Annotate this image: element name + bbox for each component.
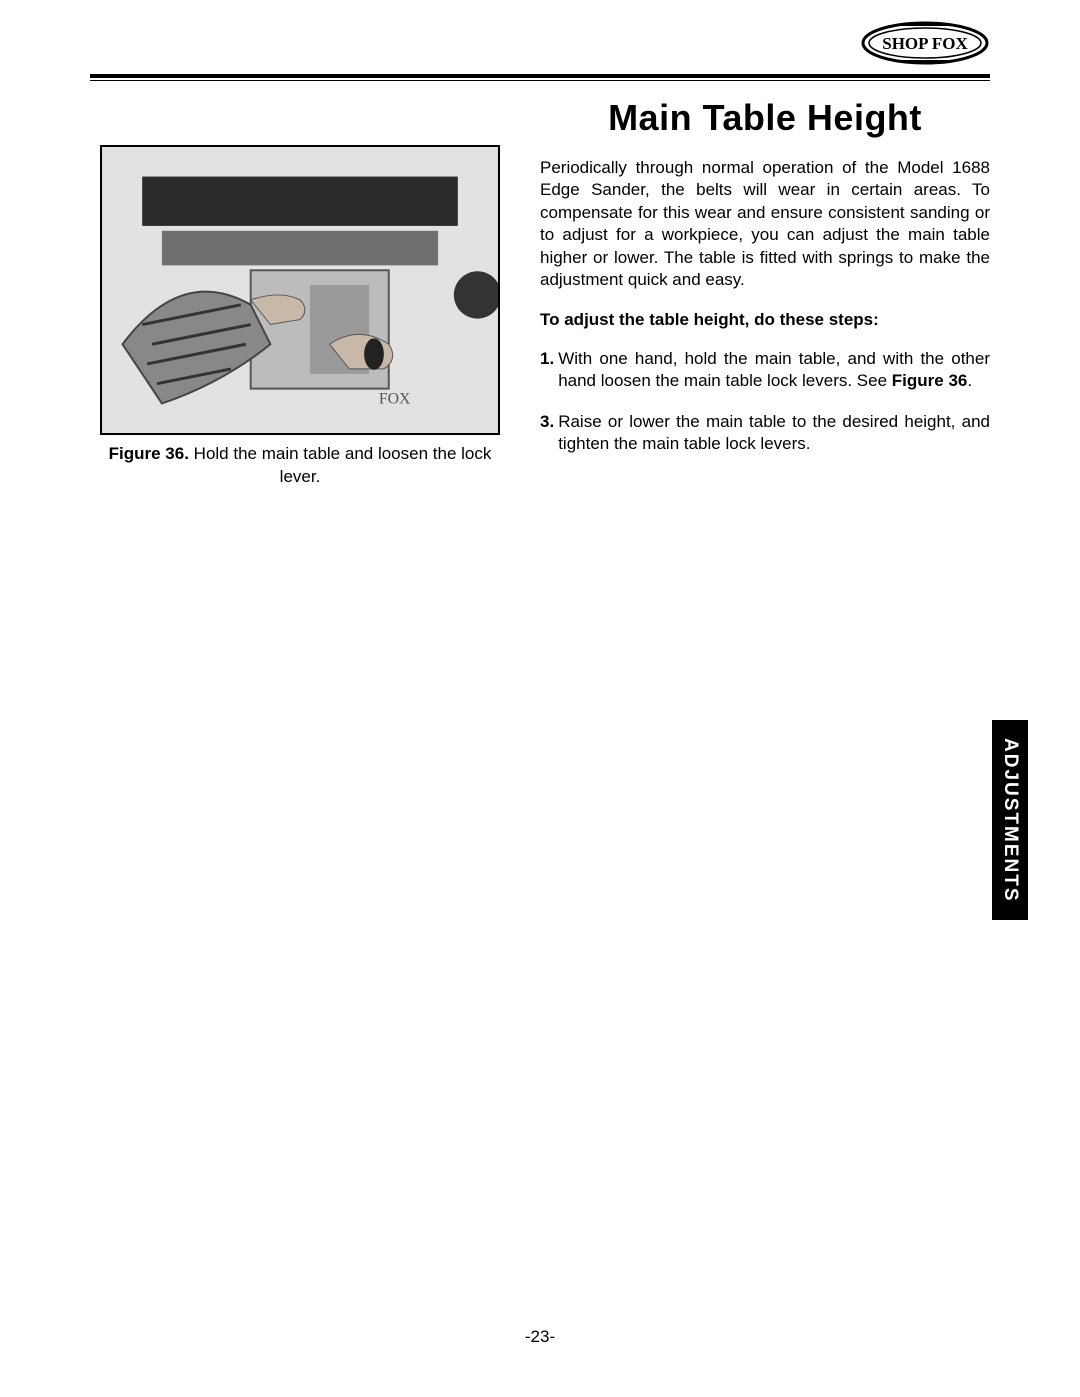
section-title: Main Table Height xyxy=(540,97,990,139)
svg-text:SHOP FOX: SHOP FOX xyxy=(882,34,968,53)
page-number: -23- xyxy=(0,1327,1080,1347)
step-3: 3. Raise or lower the main table to the … xyxy=(540,411,990,456)
step-1-text-b: . xyxy=(967,371,972,390)
step-3-number: 3. xyxy=(540,411,554,456)
header-rule-thick xyxy=(90,74,990,78)
step-3-text: Raise or lower the main table to the des… xyxy=(558,411,990,456)
step-1-number: 1. xyxy=(540,348,554,393)
step-1: 1. With one hand, hold the main table, a… xyxy=(540,348,990,393)
step-1-figref: Figure 36 xyxy=(892,371,968,390)
text-column: Main Table Height Periodically through n… xyxy=(540,97,990,489)
page-header: SHOP FOX xyxy=(90,20,990,74)
svg-text:FOX: FOX xyxy=(379,390,411,407)
figure-label: Figure 36. xyxy=(109,444,189,463)
figure-36-image: FOX xyxy=(100,145,500,435)
section-tab-label: ADJUSTMENTS xyxy=(999,738,1021,903)
step-1-text: With one hand, hold the main table, and … xyxy=(558,348,990,393)
steps-heading: To adjust the table height, do these ste… xyxy=(540,310,990,330)
figure-caption-text: Hold the main table and loosen the lock … xyxy=(189,444,491,486)
content-area: FOX Figure 36. Hold the main table and l… xyxy=(90,97,990,489)
intro-paragraph: Periodically through normal operation of… xyxy=(540,157,990,292)
figure-36-caption: Figure 36. Hold the main table and loose… xyxy=(90,443,510,489)
header-rule-thin xyxy=(90,80,990,81)
shop-fox-logo: SHOP FOX xyxy=(860,20,990,66)
figure-column: FOX Figure 36. Hold the main table and l… xyxy=(90,97,510,489)
section-tab-adjustments: ADJUSTMENTS xyxy=(992,720,1028,920)
